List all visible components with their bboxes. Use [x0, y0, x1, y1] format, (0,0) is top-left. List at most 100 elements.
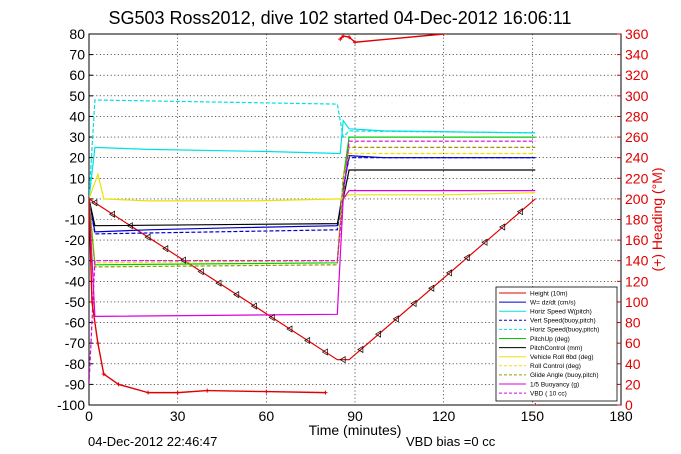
x-tick-label: 120	[432, 408, 456, 424]
y-tick-label: 70	[69, 47, 85, 63]
right-tick-label: 20	[625, 376, 641, 392]
right-tick-label: 80	[625, 315, 641, 331]
heading-line	[177, 389, 208, 394]
heading-marker	[533, 403, 538, 405]
y-tick-label: -90	[65, 376, 85, 392]
y-tick-label: 0	[77, 191, 85, 207]
y-tick-label: 20	[69, 150, 85, 166]
height-marker	[410, 299, 417, 308]
y-tick-label: -50	[65, 294, 85, 310]
legend-entry: Height (10m)	[530, 290, 568, 297]
right-tick-label: 200	[625, 191, 649, 207]
heading-marker	[89, 196, 91, 201]
heading-line	[207, 389, 267, 393]
height-marker	[144, 233, 151, 241]
heading-marker	[205, 388, 210, 393]
height-marker	[499, 223, 506, 231]
heading-marker	[441, 34, 446, 36]
series-line-2	[89, 118, 536, 199]
heading-marker	[341, 34, 346, 39]
heading-line	[348, 36, 356, 43]
y-tick-label: -60	[65, 315, 85, 331]
height-marker	[357, 345, 364, 354]
legend	[495, 286, 618, 402]
x-tick-label: 0	[85, 408, 93, 424]
footer-timestamp: 04-Dec-2012 22:46:47	[88, 434, 217, 449]
height-marker	[374, 330, 381, 338]
x-tick-label: 90	[347, 408, 363, 424]
height-marker	[126, 222, 133, 230]
legend-entry: Horiz Speed W(pitch)	[530, 309, 592, 316]
right-tick-label: 280	[625, 108, 649, 124]
height-marker	[463, 253, 470, 262]
x-tick-label: 60	[259, 408, 275, 424]
heading-line	[266, 390, 326, 394]
legend-entry: Roll Control (deg)	[530, 363, 581, 370]
right-tick-label: 160	[625, 232, 649, 248]
heading-line	[91, 301, 99, 344]
legend-entry: PitchControl (mm)	[530, 345, 582, 352]
height-marker	[516, 208, 523, 216]
y-tick-label: -10	[65, 212, 85, 228]
y-tick-label: -100	[57, 397, 85, 413]
height-marker	[392, 315, 399, 323]
right-tick-label: 320	[625, 67, 649, 83]
right-tick-label: 180	[625, 212, 649, 228]
height-marker	[91, 199, 98, 207]
y-tick-label: 10	[69, 170, 85, 186]
right-tick-label: 360	[625, 26, 649, 42]
height-marker	[179, 256, 186, 264]
chart-title: SG503 Ross2012, dive 102 started 04-Dec-…	[109, 8, 572, 28]
heading-marker	[116, 382, 121, 387]
right-tick-label: 40	[625, 356, 641, 372]
height-marker	[286, 325, 293, 333]
height-marker	[481, 238, 488, 246]
right-tick-label: 120	[625, 273, 649, 289]
series-line-8	[89, 152, 536, 264]
height-marker	[339, 356, 346, 364]
heading-marker	[323, 390, 328, 395]
height-marker	[445, 269, 452, 277]
y-tick-label: 50	[69, 88, 85, 104]
right-tick-label: 300	[625, 88, 649, 104]
height-marker	[215, 279, 222, 287]
x-tick-label: 180	[609, 408, 633, 424]
series-line-7	[89, 172, 536, 202]
legend-entry: Vert Speed(buoy,pitch)	[530, 318, 596, 325]
right-tick-label: 140	[625, 253, 649, 269]
y-tick-label: -30	[65, 253, 85, 269]
series-group	[89, 34, 538, 405]
legend-entry: Vehicle Roll θbd (deg)	[530, 354, 594, 361]
heading-marker	[95, 341, 100, 346]
legend-entry: Glide Angle (buoy,pitch)	[530, 372, 599, 379]
heading-line	[118, 383, 149, 394]
heading-marker	[175, 390, 180, 395]
heading-marker	[146, 390, 151, 395]
x-tick-label: 150	[521, 408, 545, 424]
right-tick-label: 60	[625, 335, 641, 351]
right-tick-label: 240	[625, 150, 649, 166]
y-tick-label: 30	[69, 129, 85, 145]
height-marker	[108, 210, 115, 218]
heading-line	[354, 34, 444, 43]
height-marker	[250, 302, 257, 310]
height-marker	[268, 313, 275, 322]
height-marker	[233, 290, 240, 299]
series-line-11	[89, 140, 536, 385]
legend-entry: 1/5 Buoyancy (g)	[530, 381, 579, 388]
x-tick-label: 30	[170, 408, 186, 424]
y-tick-label: -80	[65, 356, 85, 372]
height-marker	[321, 348, 328, 356]
y-tick-label: 60	[69, 67, 85, 83]
series-line-0	[89, 198, 536, 361]
height-marker	[197, 267, 204, 276]
series-line-1	[89, 154, 536, 233]
legend-entry: PitchUp (deg)	[530, 336, 570, 343]
heading-marker	[347, 35, 352, 40]
heading-marker	[338, 37, 343, 42]
heading-line	[97, 343, 105, 375]
series-line-9	[89, 146, 536, 268]
y-tick-label: 40	[69, 108, 85, 124]
height-marker	[162, 245, 169, 253]
